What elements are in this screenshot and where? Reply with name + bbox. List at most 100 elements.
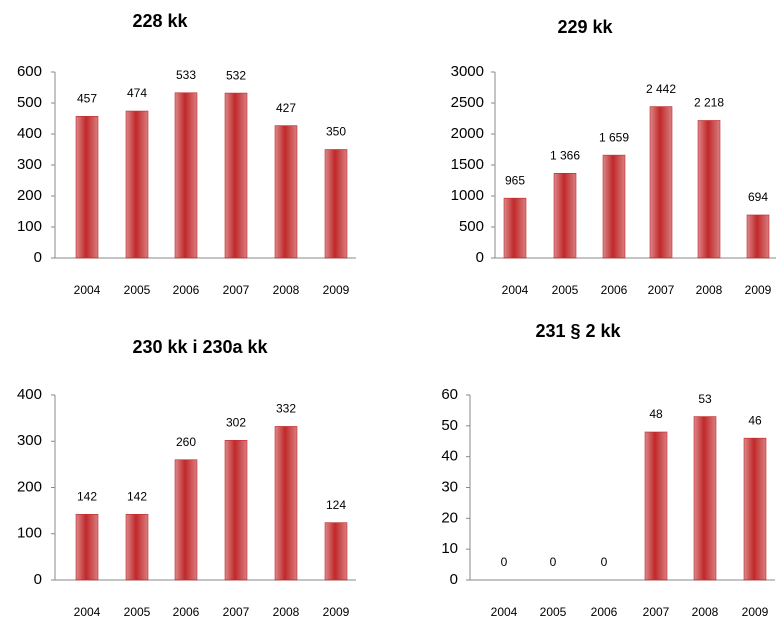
y-tick-label: 100 [17, 218, 42, 235]
bar [324, 149, 348, 259]
x-tick-label: 2007 [648, 283, 675, 297]
x-tick-label: 2009 [323, 605, 350, 618]
value-label: 532 [226, 68, 246, 82]
value-label: 142 [77, 489, 97, 503]
bar [649, 106, 673, 259]
chart: 229 kk 0 500 1000 1500 2000 2500 3000 2004 965 200… [451, 17, 776, 297]
bar [75, 116, 99, 259]
bar [224, 440, 248, 581]
value-label: 48 [649, 407, 663, 421]
bar [697, 120, 721, 259]
chart: 231 § 2 kk 0 10 20 30 40 50 60 2004 0 2005 0 2006 0 20… [441, 321, 775, 618]
bar [693, 416, 717, 581]
x-tick-label: 2004 [491, 605, 518, 618]
x-tick-label: 2005 [124, 283, 151, 297]
y-tick-label: 10 [441, 540, 458, 557]
y-tick-label: 20 [441, 509, 458, 526]
x-tick-label: 2007 [223, 283, 250, 297]
y-tick-label: 40 [441, 448, 458, 465]
value-label: 0 [501, 555, 508, 569]
y-tick-label: 400 [17, 125, 42, 142]
bar [503, 197, 527, 259]
x-tick-label: 2004 [502, 283, 529, 297]
x-tick-label: 2005 [540, 605, 567, 618]
bar [644, 431, 668, 581]
x-tick-label: 2007 [643, 605, 670, 618]
y-tick-label: 60 [441, 386, 458, 403]
y-tick-label: 2000 [451, 125, 484, 142]
chart-title: 231 § 2 kk [535, 321, 621, 341]
x-tick-label: 2004 [74, 283, 101, 297]
value-label: 1 366 [550, 148, 580, 162]
x-tick-label: 2006 [591, 605, 618, 618]
y-tick-label: 2500 [451, 94, 484, 111]
value-label: 457 [77, 92, 97, 106]
value-label: 533 [176, 68, 196, 82]
y-tick-label: 0 [450, 571, 458, 588]
value-label: 124 [326, 498, 346, 512]
x-tick-label: 2009 [742, 605, 769, 618]
bar [75, 514, 99, 581]
y-tick-label: 400 [17, 386, 42, 403]
value-label: 2 442 [646, 82, 676, 96]
x-tick-label: 2005 [552, 283, 579, 297]
x-tick-label: 2009 [323, 283, 350, 297]
value-label: 260 [176, 435, 196, 449]
bar [274, 125, 298, 259]
x-tick-label: 2006 [173, 283, 200, 297]
y-tick-label: 30 [441, 478, 458, 495]
chart-title: 230 kk i 230a kk [132, 337, 268, 357]
x-tick-label: 2007 [223, 605, 250, 618]
bar [602, 154, 626, 259]
bar [174, 92, 198, 259]
y-tick-label: 300 [17, 432, 42, 449]
value-label: 332 [276, 402, 296, 416]
x-tick-label: 2009 [745, 283, 772, 297]
value-label: 302 [226, 415, 246, 429]
y-tick-label: 0 [34, 249, 42, 266]
y-tick-label: 200 [17, 478, 42, 495]
value-label: 427 [276, 101, 296, 115]
x-tick-label: 2004 [74, 605, 101, 618]
value-label: 965 [505, 173, 525, 187]
y-tick-label: 0 [476, 249, 484, 266]
x-tick-label: 2008 [273, 283, 300, 297]
y-tick-label: 500 [459, 218, 484, 235]
x-tick-label: 2005 [124, 605, 151, 618]
bar [174, 459, 198, 581]
chart-title: 229 kk [557, 17, 613, 37]
bar [125, 110, 149, 259]
bar [746, 214, 770, 259]
bar [274, 426, 298, 581]
value-label: 46 [748, 413, 762, 427]
x-tick-label: 2006 [173, 605, 200, 618]
y-tick-label: 200 [17, 187, 42, 204]
bar [125, 514, 149, 581]
x-tick-label: 2008 [273, 605, 300, 618]
chart: 230 kk i 230a kk 0 100 200 300 400 2004 142 2005… [17, 337, 356, 618]
value-label: 2 218 [694, 96, 724, 110]
y-tick-label: 0 [34, 571, 42, 588]
bar [224, 92, 248, 259]
value-label: 350 [326, 125, 346, 139]
value-label: 142 [127, 489, 147, 503]
y-tick-label: 1500 [451, 156, 484, 173]
x-tick-label: 2008 [696, 283, 723, 297]
chart: 228 kk 0 100 200 300 400 500 600 2004 457 2005 474 2… [17, 11, 356, 297]
value-label: 0 [601, 555, 608, 569]
bar [553, 173, 577, 259]
bar [324, 522, 348, 581]
y-tick-label: 100 [17, 525, 42, 542]
value-label: 0 [550, 555, 557, 569]
chart-title: 228 kk [132, 11, 188, 31]
x-tick-label: 2006 [601, 283, 628, 297]
value-label: 694 [748, 190, 768, 204]
y-tick-label: 3000 [451, 63, 484, 80]
y-tick-label: 50 [441, 417, 458, 434]
x-tick-label: 2008 [692, 605, 719, 618]
bar [743, 437, 767, 581]
y-tick-label: 600 [17, 63, 42, 80]
value-label: 53 [698, 392, 712, 406]
y-tick-label: 1000 [451, 187, 484, 204]
